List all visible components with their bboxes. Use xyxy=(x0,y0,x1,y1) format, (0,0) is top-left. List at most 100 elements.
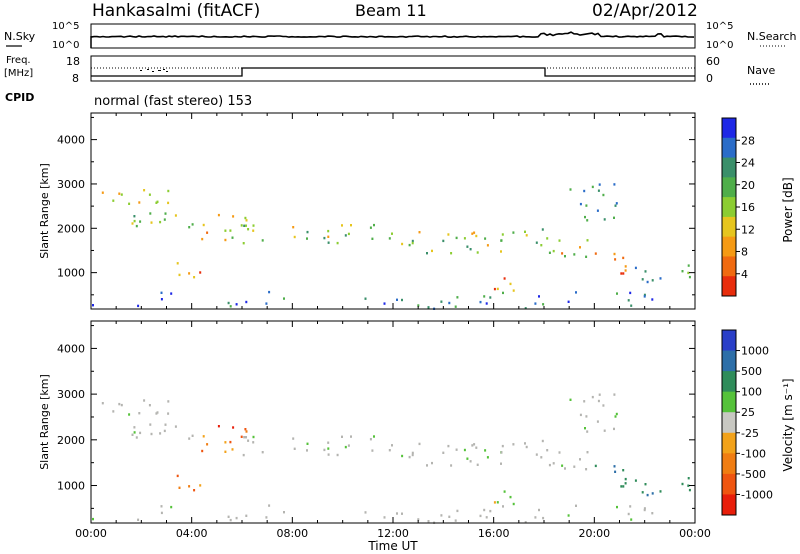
power-cell xyxy=(149,212,152,215)
power-cell xyxy=(687,264,690,267)
velocity-cell xyxy=(283,511,285,514)
colorbar-segment xyxy=(722,371,736,393)
velocity-cell xyxy=(681,482,684,486)
power-cell xyxy=(164,212,167,215)
colorbar-segment xyxy=(722,453,736,475)
power-cell xyxy=(408,243,411,247)
velocity-cell xyxy=(167,400,170,403)
power-cell xyxy=(229,305,232,308)
power-cell xyxy=(336,241,339,245)
power-cell xyxy=(227,301,230,305)
velocity-cell xyxy=(442,451,445,454)
colorbar-tick-label: 12 xyxy=(741,223,755,236)
velocity-cell xyxy=(431,461,433,465)
velocity-cell xyxy=(155,412,158,415)
velocity-cell xyxy=(336,453,339,457)
velocity-cell xyxy=(615,412,618,416)
velocity-cell xyxy=(418,442,421,446)
power-cell xyxy=(224,238,227,242)
velocity-cell xyxy=(624,477,627,481)
power-cell xyxy=(548,251,551,254)
power-y-axis: 1000 2000 3000 4000 xyxy=(57,116,695,296)
velocity-cell xyxy=(579,458,581,461)
velocity-cell xyxy=(229,440,232,444)
power-cell xyxy=(471,232,474,235)
power-cell xyxy=(150,221,153,224)
velocity-cell xyxy=(327,447,330,450)
power-cell xyxy=(306,230,309,234)
power-cell xyxy=(614,204,617,207)
velocity-scatter-layer xyxy=(92,393,691,524)
velocity-cell xyxy=(591,395,594,399)
power-cell xyxy=(306,237,308,240)
velocity-cell xyxy=(561,464,564,467)
power-cell xyxy=(538,295,540,298)
power-cell xyxy=(475,234,478,238)
colorbar-segment xyxy=(722,216,736,238)
colorbar-segment xyxy=(722,177,736,198)
power-cell xyxy=(546,237,549,240)
velocity-cell xyxy=(483,508,486,512)
velocity-cell xyxy=(651,512,654,515)
velocity-cell xyxy=(585,415,588,418)
noise-sky-series xyxy=(90,31,695,39)
power-cell xyxy=(586,219,589,222)
velocity-cell xyxy=(242,453,245,457)
power-cell xyxy=(243,224,246,227)
velocity-cell xyxy=(541,439,544,443)
velocity-cell xyxy=(629,505,632,508)
colorbar-tick-label: -100 xyxy=(741,447,766,460)
power-cell xyxy=(688,275,691,279)
freq-left-label-1: Freq. xyxy=(6,55,31,66)
power-cell xyxy=(252,229,255,232)
power-scatter-layer xyxy=(92,183,691,310)
velocity-cell xyxy=(401,454,404,458)
velocity-cell xyxy=(306,449,308,452)
colorbar-segment xyxy=(722,236,736,257)
velocity-cell xyxy=(440,514,443,517)
power-cell xyxy=(261,239,264,242)
velocity-cell xyxy=(112,410,115,413)
power-cell xyxy=(347,232,350,236)
power-cell xyxy=(456,296,459,299)
power-cell xyxy=(160,291,163,294)
velocity-cell xyxy=(597,399,600,403)
velocity-cell xyxy=(463,448,466,452)
velocity-cell xyxy=(364,511,367,514)
velocity-cell xyxy=(613,427,615,431)
velocity-cell xyxy=(542,516,545,520)
power-cell xyxy=(512,289,515,292)
x-tick-label: 08:00 xyxy=(276,527,308,540)
power-y-label: Slant Range [km] xyxy=(38,163,51,259)
power-cell xyxy=(202,223,205,227)
power-cell xyxy=(133,215,136,218)
colorbar-segment xyxy=(722,432,736,454)
power-cell xyxy=(486,244,489,247)
velocity-cell xyxy=(344,445,347,449)
power-cell xyxy=(440,300,443,303)
power-cell xyxy=(630,304,633,307)
power-cell xyxy=(373,223,375,227)
velocity-cell xyxy=(350,435,352,438)
velocity-cell xyxy=(245,436,247,439)
power-cell xyxy=(442,239,445,243)
power-cell xyxy=(651,298,654,301)
velocity-cell xyxy=(411,453,414,457)
cpid-label: CPID xyxy=(5,91,34,104)
power-cell xyxy=(323,236,326,240)
power-cell xyxy=(369,226,372,229)
velocity-cell xyxy=(164,423,167,426)
noise-left-tick-bottom: 10^0 xyxy=(52,40,79,51)
colorbar-segment xyxy=(722,473,736,495)
power-cell xyxy=(138,201,141,204)
power-cell xyxy=(450,252,453,255)
power-cell xyxy=(244,216,247,220)
power-cell xyxy=(624,269,627,272)
power-cell xyxy=(541,228,544,231)
power-cell xyxy=(231,236,234,239)
velocity-cell xyxy=(170,505,173,509)
velocity-cell xyxy=(371,449,374,452)
velocity-y-label: Slant Range [km] xyxy=(38,374,51,470)
noise-right-label: N.Search xyxy=(747,30,797,43)
